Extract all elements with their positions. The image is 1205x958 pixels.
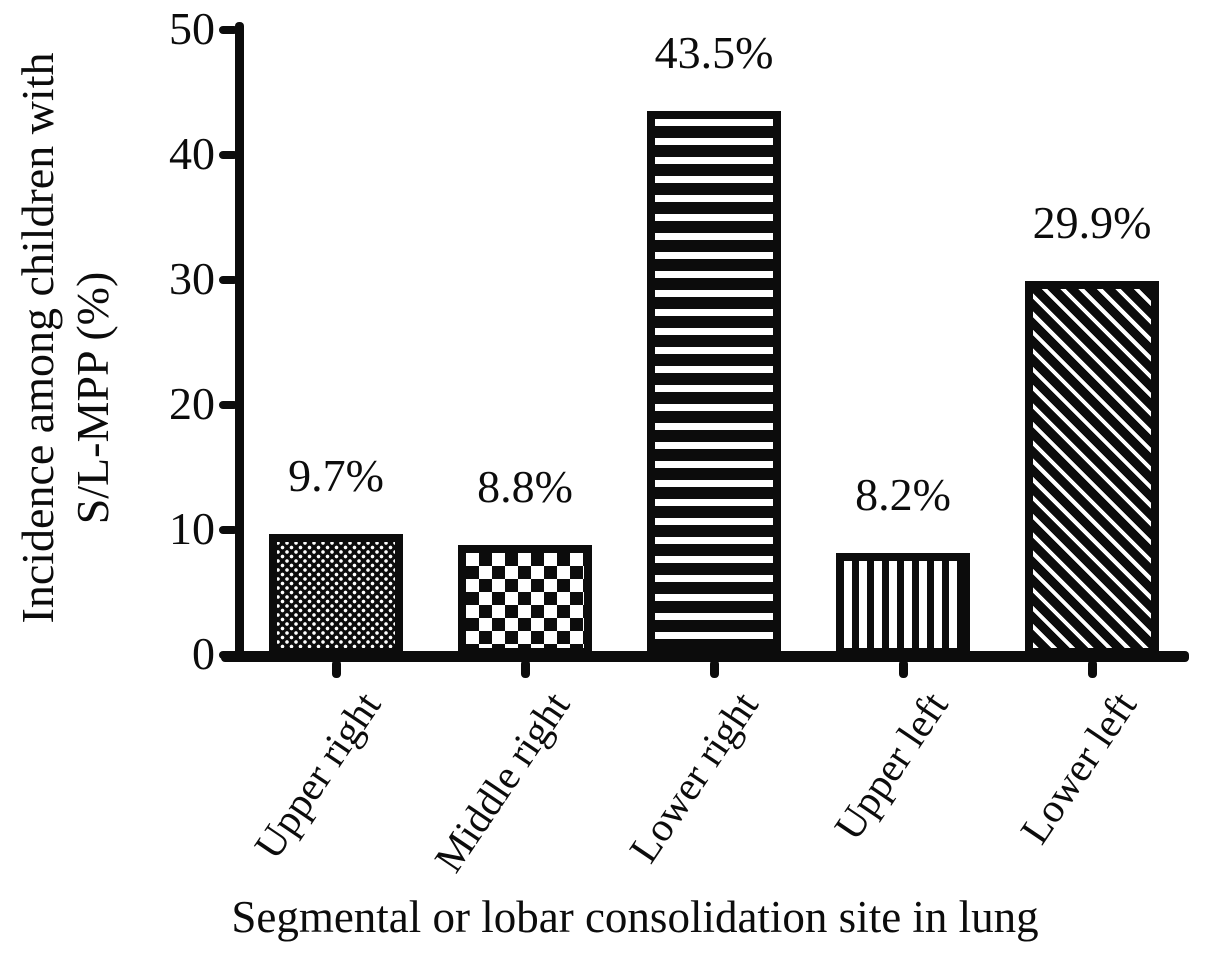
y-axis-line: [235, 22, 244, 656]
x-tick-mark-upper-left: [898, 660, 908, 678]
y-tick-mark-20: [219, 401, 238, 409]
x-tick-label-middle-right: Middle right: [424, 683, 579, 881]
x-tick-label-upper-right: Upper right: [244, 683, 390, 867]
x-tick-mark-lower-right: [709, 660, 719, 678]
bar-value-label-upper-right: 9.7%: [288, 449, 384, 501]
x-tick-mark-middle-right: [520, 660, 530, 678]
bar-value-label-lower-right: 43.5%: [654, 27, 774, 79]
y-tick-label-40: 40: [169, 128, 215, 180]
y-axis-title-line1: Incidence among children with: [12, 52, 63, 624]
x-tick-mark-lower-left: [1087, 660, 1097, 678]
y-tick-label-50: 50: [169, 3, 215, 55]
x-axis-title: Segmental or lobar consolidation site in…: [231, 892, 1039, 942]
y-tick-label-0: 0: [192, 628, 215, 680]
x-tick-mark-upper-right: [331, 660, 341, 678]
bar-middle-right: [458, 545, 592, 656]
x-axis-line: [221, 651, 1189, 662]
bar-value-label-upper-left: 8.2%: [855, 468, 951, 520]
y-tick-mark-30: [219, 276, 238, 284]
x-tick-label-lower-right: Lower right: [620, 683, 768, 871]
bar-lower-right: [647, 111, 781, 656]
y-tick-mark-40: [219, 151, 238, 159]
bar-value-label-lower-left: 29.9%: [1032, 197, 1152, 249]
x-tick-label-upper-left: Upper left: [824, 683, 957, 848]
bar-lower-left: [1025, 281, 1159, 656]
y-tick-label-10: 10: [169, 503, 215, 555]
bar-upper-right: [269, 533, 403, 656]
bar-upper-left: [836, 552, 970, 656]
y-tick-mark-0: [219, 651, 238, 659]
x-tick-label-lower-left: Lower left: [1011, 683, 1146, 852]
y-tick-mark-50: [219, 26, 238, 34]
y-tick-label-30: 30: [169, 253, 215, 305]
bar-value-label-middle-right: 8.8%: [477, 461, 573, 512]
y-tick-label-20: 20: [169, 378, 215, 430]
y-tick-mark-10: [219, 526, 238, 534]
